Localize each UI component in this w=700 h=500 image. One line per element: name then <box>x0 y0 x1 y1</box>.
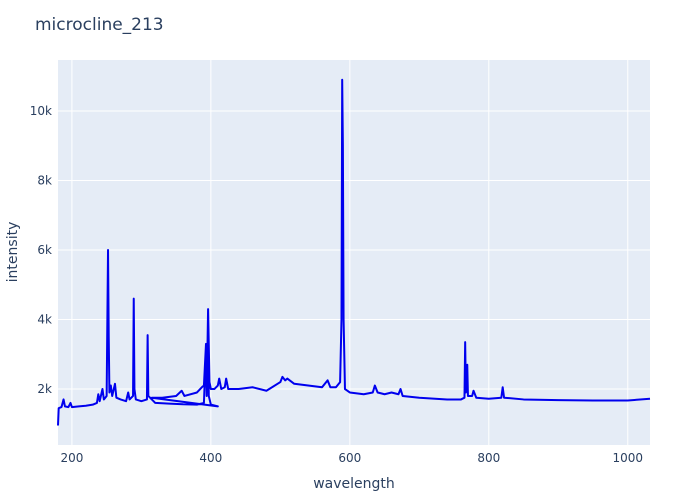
x-tick-label: 1000 <box>612 451 643 465</box>
x-tick-label: 800 <box>477 451 500 465</box>
x-tick-label: 200 <box>60 451 83 465</box>
plot-area <box>58 60 650 445</box>
y-tick-label: 2k <box>37 382 52 396</box>
x-axis-title: wavelength <box>313 476 395 492</box>
y-axis-title: intensity <box>5 222 21 283</box>
y-tick-label: 8k <box>37 174 52 188</box>
y-tick-label: 10k <box>30 104 52 118</box>
y-tick-label: 6k <box>37 243 52 257</box>
y-tick-label: 4k <box>37 313 52 327</box>
x-tick-label: 400 <box>199 451 222 465</box>
x-tick-label: 600 <box>338 451 361 465</box>
chart-title: microcline_213 <box>35 15 164 35</box>
data-line <box>57 78 651 426</box>
